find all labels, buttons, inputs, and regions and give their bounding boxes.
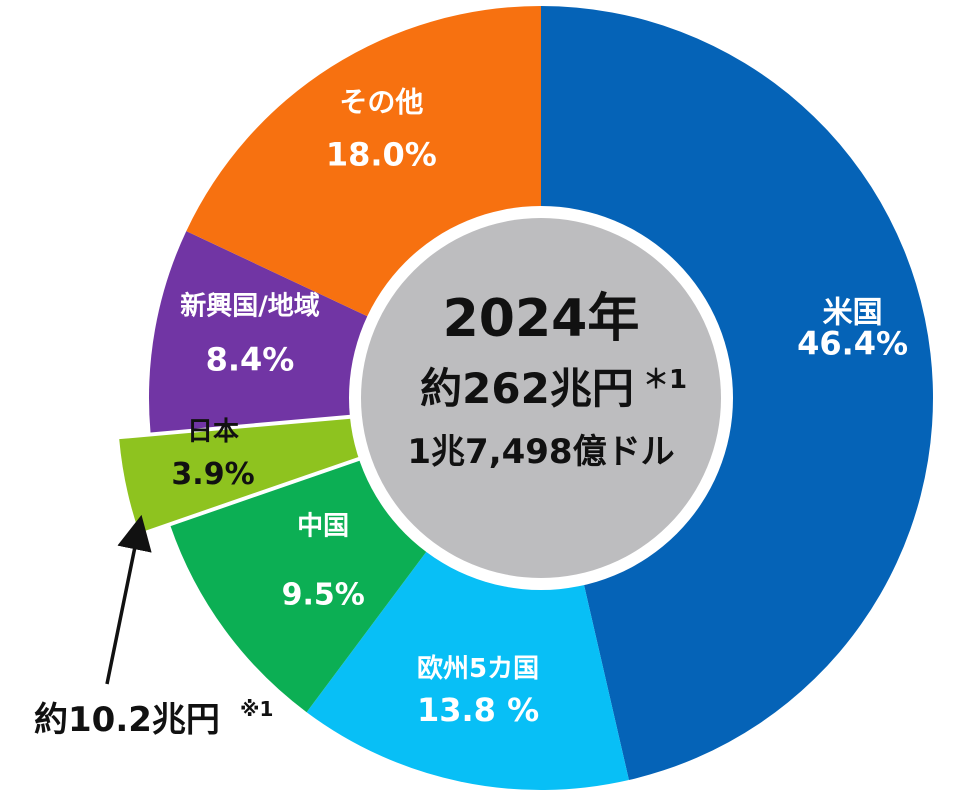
slice-value-1: 46.4% [797, 325, 908, 363]
slice-label-6: その他 [339, 85, 423, 118]
center-amount-note: ＊1 [643, 365, 687, 395]
slice-value-6: 18.0% [326, 135, 437, 173]
slice-value-5: 8.4% [206, 340, 295, 378]
callout-arrow [105, 514, 152, 685]
callout-note: ※1 [240, 697, 273, 721]
slice-label-5: 新興国/地域 [180, 290, 320, 321]
slice-label-2: 欧州5カ国 [417, 653, 539, 684]
slice-value-4: 3.9% [171, 457, 254, 492]
slice-label-3: 中国 [297, 512, 349, 542]
center-year: 2024年 [443, 289, 640, 349]
slice-value-2: 13.8 % [417, 691, 539, 729]
slice-label-4: 日本 [187, 417, 239, 447]
center-disc [361, 218, 721, 578]
slice-label-1: 米国 [823, 296, 883, 331]
callout-text: 約10.2兆円 [34, 700, 220, 740]
slice-1 [541, 6, 933, 781]
center-amount: 約262兆円 [420, 364, 634, 413]
slice-value-3: 9.5% [282, 578, 365, 613]
center-usd: 1兆7,498億ドル [407, 432, 674, 472]
